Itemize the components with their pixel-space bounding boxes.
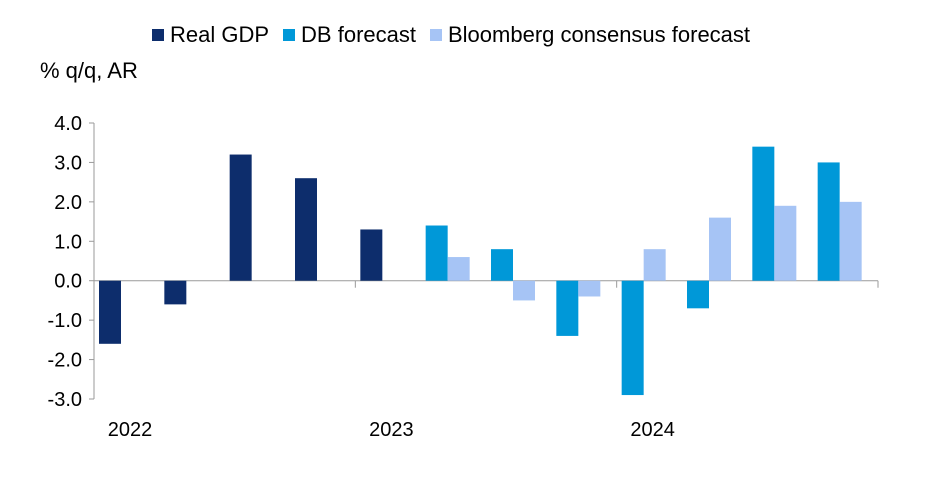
- bar-bloomberg-consensus-forecast: [839, 201, 862, 281]
- y-tick-label: 4.0: [54, 113, 82, 135]
- y-tick-label: -2.0: [48, 350, 82, 372]
- bar-real-gdp: [229, 154, 252, 281]
- bar-bloomberg-consensus-forecast: [643, 249, 666, 281]
- bar-real-gdp: [295, 178, 317, 281]
- bar-real-gdp: [164, 280, 187, 305]
- bar-bloomberg-consensus-forecast: [709, 217, 731, 281]
- legend-item-db-forecast: DB forecast: [283, 22, 416, 48]
- legend-label-db-forecast: DB forecast: [301, 22, 416, 47]
- legend-swatch-bloomberg: [429, 29, 442, 41]
- y-tick-label: -1.0: [48, 310, 82, 332]
- bar-db-forecast: [752, 146, 775, 281]
- bar-db-forecast: [621, 280, 644, 396]
- legend-item-real-gdp: Real GDP: [152, 22, 269, 48]
- y-axis-label: % q/q, AR: [40, 58, 138, 83]
- bar-db-forecast: [491, 249, 513, 281]
- bar-db-forecast: [556, 280, 579, 336]
- y-tick-label: 0.0: [54, 271, 82, 293]
- legend: Real GDP DB forecast Bloomberg consensus…: [152, 22, 764, 48]
- legend-label-bloomberg: Bloomberg consensus forecast: [447, 22, 751, 47]
- bar-bloomberg-consensus-forecast: [513, 280, 535, 301]
- legend-swatch-db-forecast: [283, 29, 296, 41]
- legend-swatch-real-gdp: [152, 29, 164, 41]
- x-year-label: 2023: [369, 419, 414, 441]
- bar-bloomberg-consensus-forecast: [578, 280, 601, 297]
- bar-real-gdp: [360, 229, 383, 281]
- y-tick-label: 2.0: [54, 192, 82, 214]
- bar-bloomberg-consensus-forecast: [447, 257, 470, 281]
- x-year-label: 2022: [108, 419, 153, 441]
- y-tick-label: -3.0: [48, 389, 82, 411]
- x-year-label: 2024: [630, 419, 675, 441]
- bar-real-gdp: [99, 280, 121, 344]
- bar-db-forecast: [425, 225, 448, 281]
- y-tick-label: 3.0: [54, 152, 82, 174]
- bar-db-forecast: [817, 162, 840, 281]
- legend-label-real-gdp: Real GDP: [170, 22, 270, 47]
- bar-db-forecast: [687, 280, 709, 309]
- legend-item-bloomberg: Bloomberg consensus forecast: [429, 22, 751, 48]
- bar-bloomberg-consensus-forecast: [774, 205, 797, 281]
- y-tick-label: 1.0: [54, 231, 82, 253]
